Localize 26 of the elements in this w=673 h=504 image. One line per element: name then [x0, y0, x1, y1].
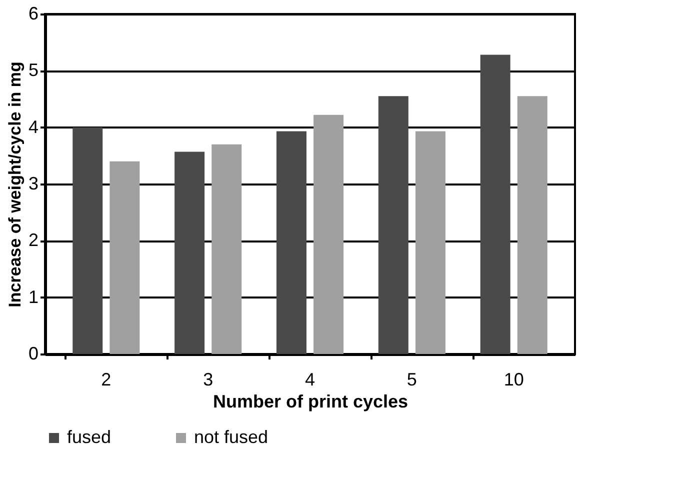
bar: [480, 54, 510, 354]
y-axis-title: Increase of weight/cycle in mg: [5, 62, 24, 308]
y-tick-label: 2: [28, 230, 38, 250]
bar: [378, 96, 408, 354]
bar: [517, 96, 548, 354]
bar: [276, 131, 306, 354]
bar: [415, 131, 446, 354]
x-tick-label: 2: [101, 370, 112, 390]
y-tick-label: 1: [28, 286, 38, 307]
y-tick-label: 6: [28, 4, 38, 24]
bar: [212, 144, 242, 354]
bar: [174, 152, 205, 354]
x-axis-title: Number of print cycles: [212, 392, 408, 412]
x-tick-label: 10: [504, 370, 524, 390]
bar: [110, 161, 140, 354]
y-tick-label: 5: [28, 60, 38, 80]
x-tick-label: 5: [406, 370, 417, 390]
y-tick-label: 4: [28, 116, 38, 137]
x-tick-label: 4: [304, 370, 316, 390]
legend-label: not fused: [194, 427, 268, 447]
x-tick-label: 3: [203, 370, 214, 390]
y-tick-label: 0: [28, 344, 38, 364]
bar: [72, 127, 103, 354]
y-tick-label: 3: [28, 174, 38, 194]
legend-label: fused: [67, 427, 112, 447]
bar: [314, 114, 344, 354]
